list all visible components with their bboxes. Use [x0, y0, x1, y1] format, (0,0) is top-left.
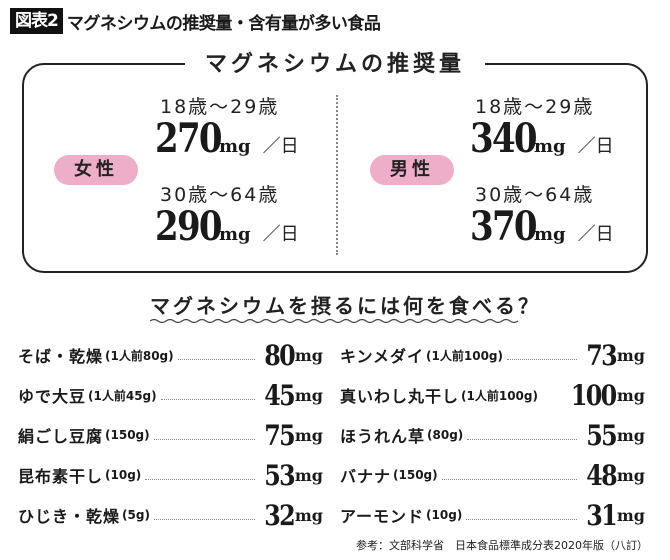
food-name: 昆布素干し [18, 467, 104, 486]
male-amount-1: 340 mg ／日 [470, 115, 614, 162]
dot-leader [160, 398, 255, 400]
food-portion: (1人前80g) [105, 348, 174, 363]
food-portion: (1人前100g) [461, 388, 538, 403]
food-value: 48 [586, 458, 617, 492]
foods-title: マグネシウムを摂るには何を食べる？ [150, 294, 541, 318]
food-unit: mg [616, 345, 645, 365]
food-name: ほうれん草 [340, 427, 426, 446]
food-value: 55 [586, 418, 617, 452]
food-portion: (10g) [426, 508, 463, 522]
food-value: 75 [264, 418, 295, 452]
amount-unit: mg [219, 136, 251, 157]
female-age-2: 30歳〜64歳 [160, 184, 280, 206]
wavy-underline [150, 318, 519, 324]
food-portion: (150g) [393, 468, 438, 482]
food-name: そば・乾燥 [18, 347, 104, 366]
food-name: キンメダイ [340, 347, 425, 366]
male-age-2: 30歳〜64歳 [475, 184, 595, 206]
dot-leader [507, 358, 577, 360]
figure-title: マグネシウムの推奨量・含有量が多い食品 [66, 13, 381, 34]
food-item: 真いわし丸干し (1人前100g) 100 mg [340, 378, 645, 412]
dot-leader [177, 358, 255, 360]
amount-value: 290 [155, 203, 223, 250]
food-item: 絹ごし豆腐 (150g) 75 mg [18, 418, 323, 452]
food-item: バナナ (150g) 48 mg [340, 458, 645, 492]
food-portion: (10g) [105, 468, 142, 482]
food-value: 31 [586, 498, 617, 532]
amount-per: ／日 [577, 136, 614, 157]
food-value: 53 [264, 458, 295, 492]
figure-badge: 図表2 [10, 8, 63, 34]
food-unit: mg [294, 505, 323, 525]
food-name: アーモンド [340, 507, 425, 526]
food-portion: (150g) [105, 428, 150, 442]
amount-unit: mg [534, 136, 566, 157]
male-amount-2: 370 mg ／日 [470, 203, 614, 250]
food-portion: (1人前100g) [426, 348, 504, 363]
food-portion: (5g) [122, 508, 150, 522]
food-name: バナナ [340, 467, 392, 486]
food-unit: mg [294, 385, 323, 405]
food-name: ひじき・乾燥 [18, 507, 121, 526]
food-unit: mg [616, 425, 645, 445]
food-item: ゆで大豆 (1人前45g) 45 mg [18, 378, 323, 412]
food-unit: mg [294, 425, 323, 445]
food-unit: mg [294, 345, 323, 365]
amount-value: 270 [155, 115, 223, 162]
food-value: 32 [264, 498, 295, 532]
amount-unit: mg [219, 224, 251, 245]
male-pill: 男性 [370, 155, 454, 185]
female-age-1: 18歳〜29歳 [160, 96, 280, 118]
figure-header: 図表2 マグネシウムの推奨量・含有量が多い食品 [10, 8, 381, 34]
amount-value: 340 [470, 115, 538, 162]
food-unit: mg [616, 385, 645, 405]
dot-leader [441, 478, 577, 480]
amount-per: ／日 [577, 224, 614, 245]
food-name: 真いわし丸干し [340, 387, 460, 406]
dot-leader [466, 518, 577, 520]
food-item: そば・乾燥 (1人前80g) 80 mg [18, 338, 323, 372]
food-portion: (80g) [427, 428, 464, 442]
male-age-1: 18歳〜29歳 [475, 96, 595, 118]
female-pill: 女性 [54, 155, 138, 185]
food-portion: (1人前45g) [88, 388, 157, 403]
amount-per: ／日 [262, 224, 299, 245]
recommended-title: マグネシウムの推奨量 [185, 46, 485, 78]
amount-value: 370 [470, 203, 538, 250]
female-amount-2: 290 mg ／日 [155, 203, 299, 250]
dot-leader [153, 518, 255, 520]
food-value: 80 [264, 338, 295, 372]
amount-per: ／日 [262, 136, 299, 157]
food-item: ほうれん草 (80g) 55 mg [340, 418, 645, 452]
food-value: 73 [586, 338, 617, 372]
food-unit: mg [616, 465, 645, 485]
food-unit: mg [294, 465, 323, 485]
amount-unit: mg [534, 224, 566, 245]
food-name: 絹ごし豆腐 [18, 427, 104, 446]
source-note: 参考：文部科学省 日本食品標準成分表2020年版（八訂） [356, 539, 648, 552]
dot-leader [145, 478, 255, 480]
food-item: キンメダイ (1人前100g) 73 mg [340, 338, 645, 372]
female-amount-1: 270 mg ／日 [155, 115, 299, 162]
gender-divider [336, 95, 338, 255]
food-name: ゆで大豆 [18, 387, 87, 406]
dot-leader [467, 438, 577, 440]
food-item: 昆布素干し (10g) 53 mg [18, 458, 323, 492]
dot-leader [153, 438, 255, 440]
food-value: 100 [571, 378, 617, 412]
food-item: アーモンド (10g) 31 mg [340, 498, 645, 532]
food-value: 45 [264, 378, 295, 412]
food-unit: mg [616, 505, 645, 525]
food-item: ひじき・乾燥 (5g) 32 mg [18, 498, 323, 532]
